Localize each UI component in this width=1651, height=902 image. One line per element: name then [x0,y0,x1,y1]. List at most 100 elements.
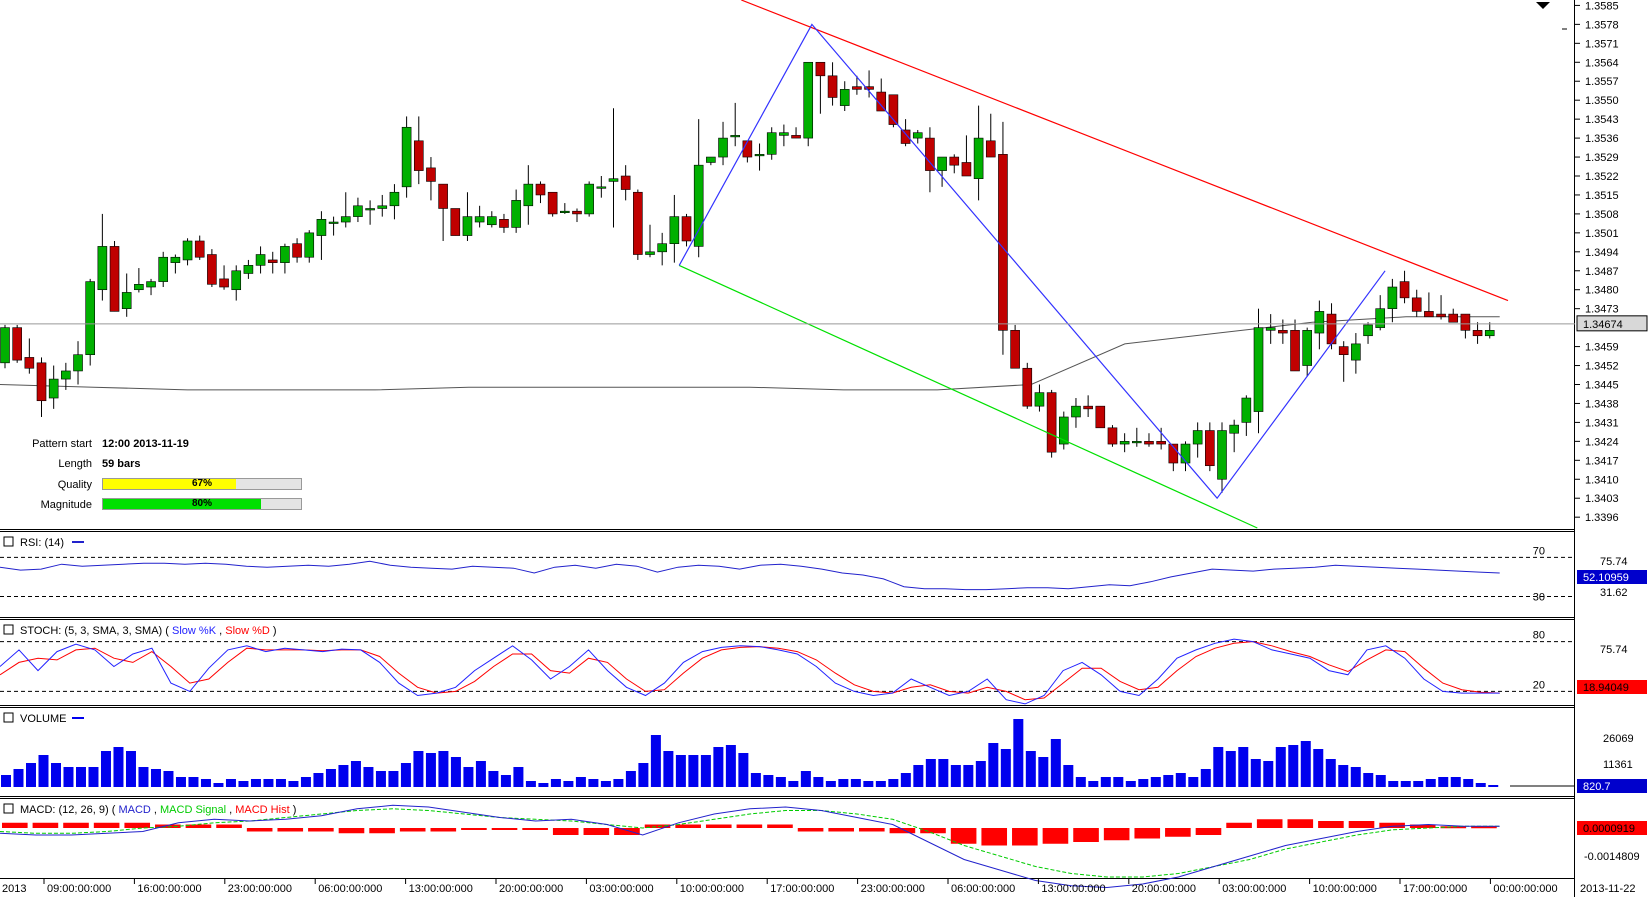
price-tick-label: 1.3571 [1585,38,1619,50]
volume-bar [1188,777,1199,787]
scroll-arrow-icon[interactable] [1536,2,1550,9]
candle [523,165,534,225]
time-tick-label: 06:00:00:000 [318,883,382,895]
volume-bar [413,751,424,787]
volume-bar [500,775,511,787]
candle-body [97,246,108,291]
candle [219,265,229,290]
volume-bar [275,779,286,787]
candle-body [134,284,144,291]
candle [620,165,631,201]
candle-body [1241,397,1252,423]
candle-body [1144,441,1154,445]
macd-hist-bar [2,822,28,828]
volume-close-icon[interactable] [3,712,14,723]
price-tick-label: 1.3564 [1585,57,1619,69]
macd-hist-bar [63,822,89,828]
macd-current-box [1577,821,1647,835]
candle [633,189,643,260]
macd-close-icon[interactable] [3,803,14,814]
candle [560,203,570,214]
macd-hist-bar [1256,819,1283,828]
volume-bar [1063,765,1074,787]
candle [0,324,10,369]
candle-body [852,86,862,90]
candle [1411,289,1422,317]
candle [1472,322,1483,344]
candle-body [121,292,132,309]
candle-body [961,162,972,177]
rsi-close-icon[interactable] [3,536,14,547]
price-tick-label: 1.3480 [1585,285,1619,297]
volume-bar [1025,751,1036,787]
volume-bar [150,769,161,787]
volume-bar [800,771,811,787]
candle-body [146,281,156,288]
rsi-axis-high: 75.74 [1600,556,1628,568]
time-tick-label: 00:00:00:000 [1493,883,1557,895]
volume-axis-mid: 11361 [1603,759,1633,771]
volume-bar [475,761,486,787]
volume-bar [1200,769,1211,787]
candle-body [998,154,1008,331]
candle [1387,278,1398,323]
candle-body [669,216,680,244]
macd-hist-bar [430,828,457,832]
current-price-label: 1.34674 [1583,319,1623,331]
candle [304,230,315,263]
volume-bar [1050,739,1061,787]
price-tick-label: 1.3550 [1585,95,1619,107]
candle [462,192,473,241]
volume-bar [1438,777,1449,787]
macd-signal-line [0,808,1500,878]
volume-bar [1238,747,1249,787]
candle [1107,425,1118,447]
candle [328,216,339,236]
candle [1168,443,1179,472]
volume-bar [513,767,524,787]
candle [925,127,935,193]
candle-body [280,246,290,263]
volume-bar [50,763,61,787]
volume-bar [1263,761,1274,787]
time-tick-label: 09:00:00:000 [47,883,111,895]
magnitude-value: 80% [191,498,212,509]
volume-bar [575,777,586,787]
time-tick-label: 23:00:00:000 [861,883,925,895]
candle [779,124,789,147]
candle [1265,314,1276,344]
time-tick-label: 2013 [2,883,26,895]
macd-hist-bar [185,824,212,828]
quality-bar-fill [103,479,236,489]
candle-body [876,91,887,112]
macd-hist-bar [93,822,120,828]
candle [499,213,509,233]
candle-body [462,216,473,236]
candle [852,75,862,95]
price-tick-label: 1.3459 [1585,342,1619,354]
volume-bar [525,781,536,787]
volume-bar [825,781,836,787]
candle [109,240,120,312]
volume-bar [613,779,624,787]
price-tick-label: 1.3473 [1585,304,1619,316]
volume-bar [738,753,749,787]
time-tick-label: 13:00:00:000 [409,883,473,895]
time-tick-label: 10:00:00:000 [1313,883,1377,895]
macd-hist-bar [246,828,273,832]
candle [474,205,485,228]
stoch-close-icon[interactable] [3,624,14,635]
candle-body [1363,324,1373,337]
volume-bar [1,775,11,787]
candle-body [827,75,838,98]
macd-hist-bar [1134,828,1161,839]
candle [61,362,71,390]
candle [1399,270,1410,304]
volume-bar [438,751,449,787]
macd-hist-bar [338,828,365,834]
candle [243,259,254,279]
candle-body [61,370,71,380]
candle [1253,308,1264,434]
volume-bar [388,771,399,787]
candle-body [839,89,850,106]
